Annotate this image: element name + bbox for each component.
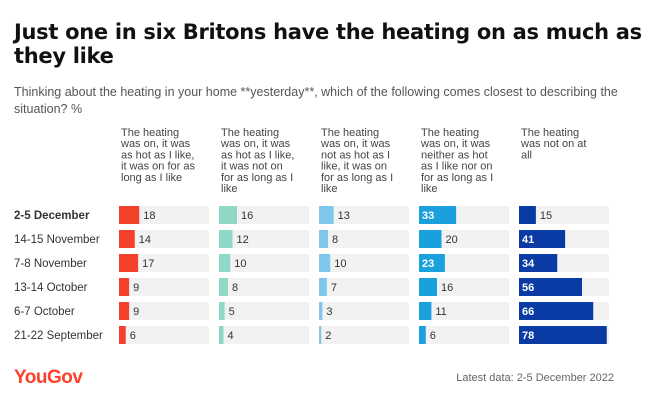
series-header: The heating was on, it was not as hot as I…	[320, 127, 393, 195]
bar-background	[319, 278, 409, 296]
bar	[519, 254, 558, 272]
data-label: 6	[430, 330, 436, 342]
bar-background	[119, 326, 209, 344]
bar-background	[119, 254, 209, 272]
data-label: 20	[446, 234, 458, 246]
bar	[119, 278, 130, 296]
bar-background	[319, 206, 409, 224]
bar	[119, 302, 130, 320]
bar	[119, 326, 126, 344]
bar	[219, 302, 225, 320]
data-label: 17	[142, 258, 154, 270]
data-label: 5	[229, 306, 235, 318]
bar	[119, 254, 139, 272]
bar	[119, 206, 140, 224]
bar	[319, 254, 331, 272]
bar	[219, 278, 228, 296]
data-label: 8	[232, 282, 238, 294]
bar	[319, 230, 328, 248]
data-label: 3	[326, 306, 332, 318]
bar	[519, 278, 582, 296]
bar-background	[419, 302, 509, 320]
bar-background	[319, 302, 409, 320]
bar	[119, 230, 135, 248]
bar-background	[519, 206, 609, 224]
series-header: The heating was on, it was as hot as I lik…	[120, 127, 195, 184]
category-label: 6-7 October	[14, 306, 75, 318]
data-label: 18	[143, 210, 155, 222]
bar	[419, 326, 426, 344]
bar	[419, 254, 445, 272]
bar	[219, 206, 237, 224]
bar-background	[219, 326, 309, 344]
bar-background	[219, 254, 309, 272]
bar	[319, 302, 323, 320]
bar-background	[119, 278, 209, 296]
bar	[319, 326, 322, 344]
data-label: 4	[228, 330, 234, 342]
grouped-bar-chart: The heating was on, it was as hot as I lik…	[14, 127, 609, 344]
yougov-logo: YouGov	[14, 367, 83, 388]
bar	[219, 254, 231, 272]
series-header: The heating was on, it was neither as hot a…	[420, 127, 493, 195]
bar	[219, 230, 233, 248]
bar	[519, 302, 594, 320]
bar-background	[319, 230, 409, 248]
bar	[219, 326, 224, 344]
data-label: 10	[234, 258, 246, 270]
data-label: 66	[522, 306, 534, 318]
bar-background	[319, 326, 409, 344]
data-label: 8	[332, 234, 338, 246]
bar-background	[219, 278, 309, 296]
bar	[419, 278, 437, 296]
data-label: 41	[522, 234, 534, 246]
bar-background	[419, 278, 509, 296]
series-header: The heating was not on at all	[520, 127, 586, 161]
bar-background	[219, 206, 309, 224]
bar	[519, 206, 536, 224]
series-header: The heating was on, it was as hot as I lik…	[220, 127, 294, 195]
data-label: 33	[422, 210, 434, 222]
chart-title: Just one in six Britons have the heating…	[14, 20, 642, 68]
data-label: 14	[139, 234, 151, 246]
bar-background	[119, 206, 209, 224]
data-label: 9	[133, 306, 139, 318]
data-label: 12	[237, 234, 249, 246]
data-label: 6	[130, 330, 136, 342]
data-label: 15	[540, 210, 552, 222]
category-label: 2-5 December	[14, 210, 90, 222]
bar	[319, 206, 334, 224]
category-label: 14-15 November	[14, 234, 100, 246]
bar	[419, 206, 457, 224]
data-label: 13	[338, 210, 350, 222]
data-label: 16	[441, 282, 453, 294]
bar-background	[319, 254, 409, 272]
chart-subtitle: Thinking about the heating in your home …	[14, 85, 618, 116]
category-label: 7-8 November	[14, 258, 87, 270]
bar	[519, 326, 607, 344]
bar-background	[419, 326, 509, 344]
bar	[319, 278, 327, 296]
data-label: 56	[522, 282, 534, 294]
data-label: 34	[522, 258, 535, 270]
data-label: 9	[133, 282, 139, 294]
data-label: 10	[334, 258, 346, 270]
bar	[519, 230, 566, 248]
bar-background	[219, 230, 309, 248]
data-label: 11	[435, 306, 446, 318]
data-label: 78	[522, 330, 534, 342]
bar	[419, 230, 442, 248]
bar	[419, 302, 432, 320]
data-label: 7	[331, 282, 337, 294]
latest-data-note: Latest data: 2-5 December 2022	[456, 372, 614, 384]
category-label: 13-14 October	[14, 282, 88, 294]
data-label: 23	[422, 258, 434, 270]
bar-background	[219, 302, 309, 320]
bar-background	[119, 302, 209, 320]
category-label: 21-22 September	[14, 330, 103, 342]
data-label: 2	[325, 330, 331, 342]
bar-background	[119, 230, 209, 248]
data-label: 16	[241, 210, 253, 222]
